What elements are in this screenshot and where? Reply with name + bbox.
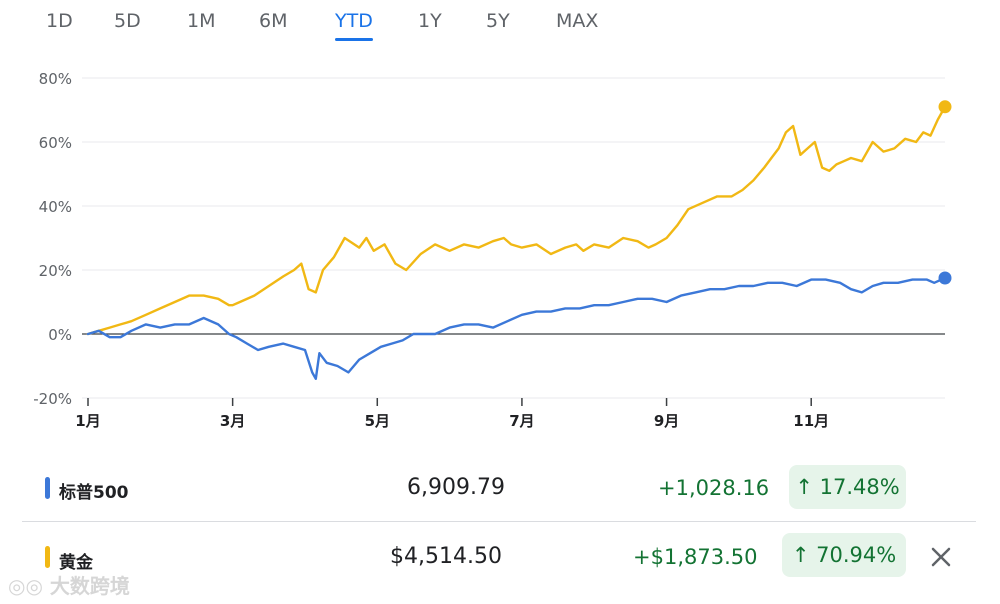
y-tick-label: 20%	[39, 262, 72, 280]
y-tick-label: -20%	[33, 390, 72, 408]
gold-percent-badge: ↑ 70.94%	[782, 533, 906, 577]
gold-series-line	[86, 105, 947, 336]
gold-legend-swatch	[45, 546, 50, 568]
close-icon[interactable]	[926, 542, 956, 572]
tab-label: 5Y	[486, 10, 510, 32]
x-tick-label: 5月	[365, 412, 390, 430]
tab-6m[interactable]: 6M	[259, 8, 287, 34]
row-divider	[22, 521, 976, 522]
tab-1y[interactable]: 1Y	[418, 8, 442, 34]
tab-label: YTD	[335, 10, 373, 32]
x-tick-label: 11月	[793, 412, 829, 430]
comparison-row-sp500[interactable]: 标普500 6,909.79 +1,028.16 ↑ 17.48%	[0, 458, 1000, 518]
gold-price: $4,514.50	[390, 544, 502, 569]
performance-line-chart: 80% 60% 40% 20% 0% -20%1月 3月 5月 7月 9月 11月	[33, 70, 952, 430]
sp500-change: +1,028.16	[658, 476, 770, 500]
x-tick-label: 1月	[75, 412, 100, 430]
tab-label: 6M	[259, 10, 288, 32]
tab-label: 1Y	[418, 10, 442, 32]
active-tab-indicator	[335, 38, 373, 41]
y-tick-label: 40%	[39, 198, 72, 216]
gold-end-point	[938, 100, 952, 114]
tab-1d[interactable]: 1D	[46, 8, 73, 34]
tab-label: 1D	[46, 10, 73, 32]
sp500-end-point	[938, 271, 952, 285]
tab-label: MAX	[556, 10, 599, 32]
tab-ytd[interactable]: YTD	[335, 8, 373, 41]
sp500-legend-swatch	[45, 477, 50, 499]
tab-label: 1M	[187, 10, 216, 32]
gold-label: 黄金	[59, 553, 93, 573]
gold-change: +$1,873.50	[633, 545, 758, 569]
watermark-text: 大数跨境	[49, 574, 130, 598]
x-tick-label: 9月	[654, 412, 679, 430]
x-tick-label: 7月	[509, 412, 534, 430]
tab-max[interactable]: MAX	[556, 8, 598, 34]
sp500-price: 6,909.79	[407, 475, 505, 500]
watermark-logo: ◎◎ 大数跨境	[8, 574, 130, 598]
y-tick-label: 60%	[39, 134, 72, 152]
comparison-row-gold[interactable]: 黄金 $4,514.50 +$1,873.50 ↑ 70.94%	[0, 527, 1000, 587]
time-range-tabs: 1D 5D 1M 6M YTD 1Y 5Y MAX	[0, 0, 1000, 44]
sp500-percent-badge: ↑ 17.48%	[789, 465, 906, 509]
tab-5d[interactable]: 5D	[114, 8, 141, 34]
tab-label: 5D	[114, 10, 141, 32]
y-tick-label: 0%	[48, 326, 72, 344]
x-tick-label: 3月	[220, 412, 245, 430]
y-tick-label: 80%	[39, 70, 72, 88]
sp500-series-line	[86, 276, 947, 380]
tab-1m[interactable]: 1M	[187, 8, 215, 34]
sp500-label: 标普500	[59, 483, 129, 503]
tab-5y[interactable]: 5Y	[486, 8, 510, 34]
